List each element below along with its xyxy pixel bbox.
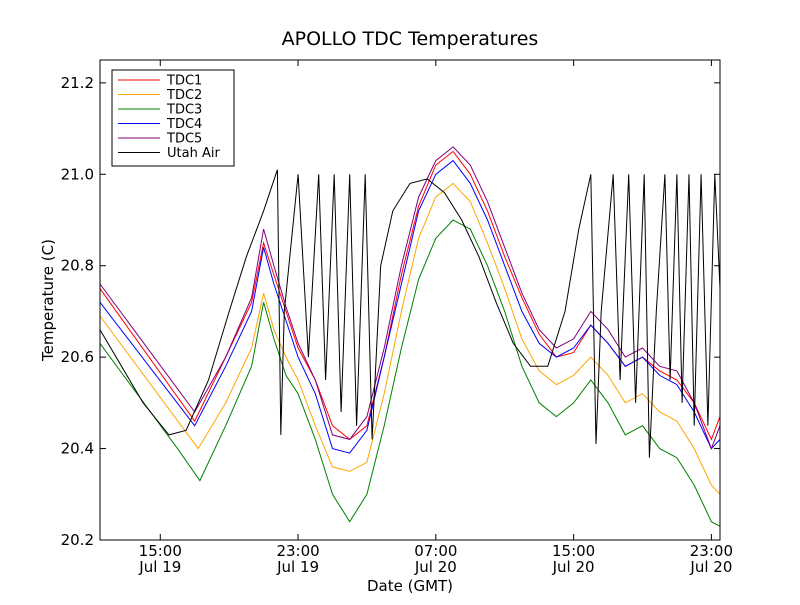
x-axis-label: Date (GMT) [367,577,453,595]
y-tick-label: 20.2 [61,531,94,549]
x-tick-time-label: 23:00 [276,542,319,560]
y-axis-label: Temperature (C) [39,239,57,362]
legend-label: TDC4 [166,117,202,132]
y-tick-label: 20.6 [61,348,94,366]
legend-label: TDC3 [166,103,202,118]
y-tick-label: 20.4 [61,440,94,458]
legend-label: TDC2 [166,88,202,103]
x-tick-date-label: Jul 19 [276,558,319,576]
x-tick-time-label: 07:00 [414,542,457,560]
chart-title: APOLLO TDC Temperatures [282,28,539,50]
plot-frame [99,59,721,541]
legend-label: TDC1 [166,74,202,89]
x-tick-date-label: Jul 20 [689,558,732,576]
y-tick-label: 21.0 [61,165,94,183]
legend-label: TDC5 [166,132,202,147]
y-tick-label: 20.8 [61,257,94,275]
x-tick-date-label: Jul 19 [138,558,181,576]
y-tick-label: 21.2 [61,74,94,92]
series-line-tdc5 [99,146,721,451]
x-tick-time-label: 15:00 [552,542,595,560]
series-line-utah-air [99,169,721,458]
x-tick-date-label: Jul 20 [552,558,595,576]
legend-label: Utah Air [167,146,220,161]
plot-series-group [99,146,721,527]
x-tick-time-label: 23:00 [690,542,733,560]
legend-box [111,69,235,167]
x-tick-date-label: Jul 20 [414,558,457,576]
x-tick-time-label: 15:00 [139,542,182,560]
series-line-tdc2 [99,182,721,495]
series-line-tdc3 [99,219,721,527]
